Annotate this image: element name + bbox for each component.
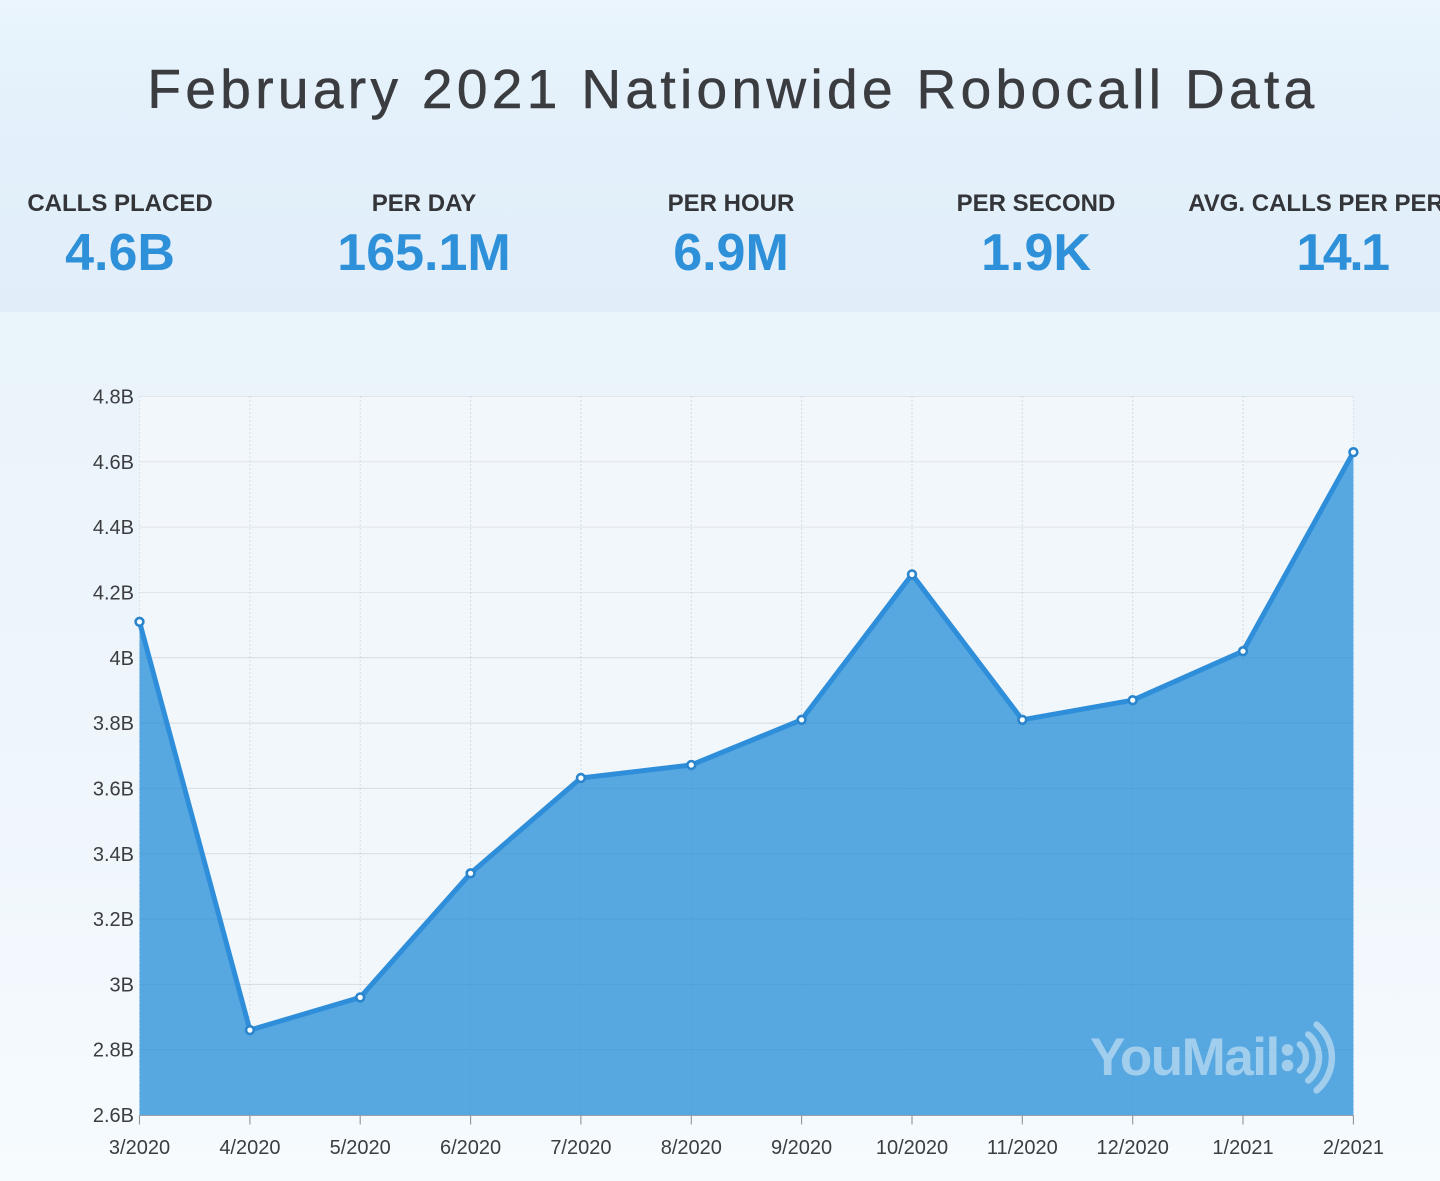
- svg-text:3/2020: 3/2020: [109, 1137, 170, 1159]
- svg-text:7/2020: 7/2020: [550, 1137, 611, 1159]
- svg-text:2.8B: 2.8B: [93, 1040, 134, 1062]
- svg-text:9/2020: 9/2020: [771, 1137, 832, 1159]
- svg-text:2.6B: 2.6B: [93, 1105, 134, 1127]
- svg-text:11/2020: 11/2020: [987, 1137, 1058, 1159]
- svg-text:8/2020: 8/2020: [661, 1137, 722, 1159]
- svg-text:5/2020: 5/2020: [330, 1137, 391, 1159]
- svg-text:3.8B: 3.8B: [93, 713, 134, 735]
- svg-text:4.4B: 4.4B: [93, 517, 134, 539]
- svg-text:4.2B: 4.2B: [93, 583, 134, 605]
- svg-text:2/2021: 2/2021: [1323, 1137, 1384, 1159]
- svg-text:3.6B: 3.6B: [93, 778, 134, 800]
- svg-text:4.6B: 4.6B: [93, 452, 134, 474]
- svg-text:1/2021: 1/2021: [1212, 1137, 1273, 1159]
- svg-text:10/2020: 10/2020: [876, 1137, 948, 1159]
- svg-text:3.4B: 3.4B: [93, 844, 134, 866]
- svg-text:6/2020: 6/2020: [440, 1137, 501, 1159]
- svg-text:4B: 4B: [110, 648, 134, 670]
- svg-text:12/2020: 12/2020: [1097, 1137, 1169, 1159]
- svg-text:3B: 3B: [110, 974, 134, 996]
- svg-text:YouMail: YouMail: [1090, 1028, 1279, 1087]
- svg-text:3.2B: 3.2B: [93, 909, 134, 931]
- svg-text:4.8B: 4.8B: [93, 387, 134, 409]
- svg-text:4/2020: 4/2020: [219, 1137, 280, 1159]
